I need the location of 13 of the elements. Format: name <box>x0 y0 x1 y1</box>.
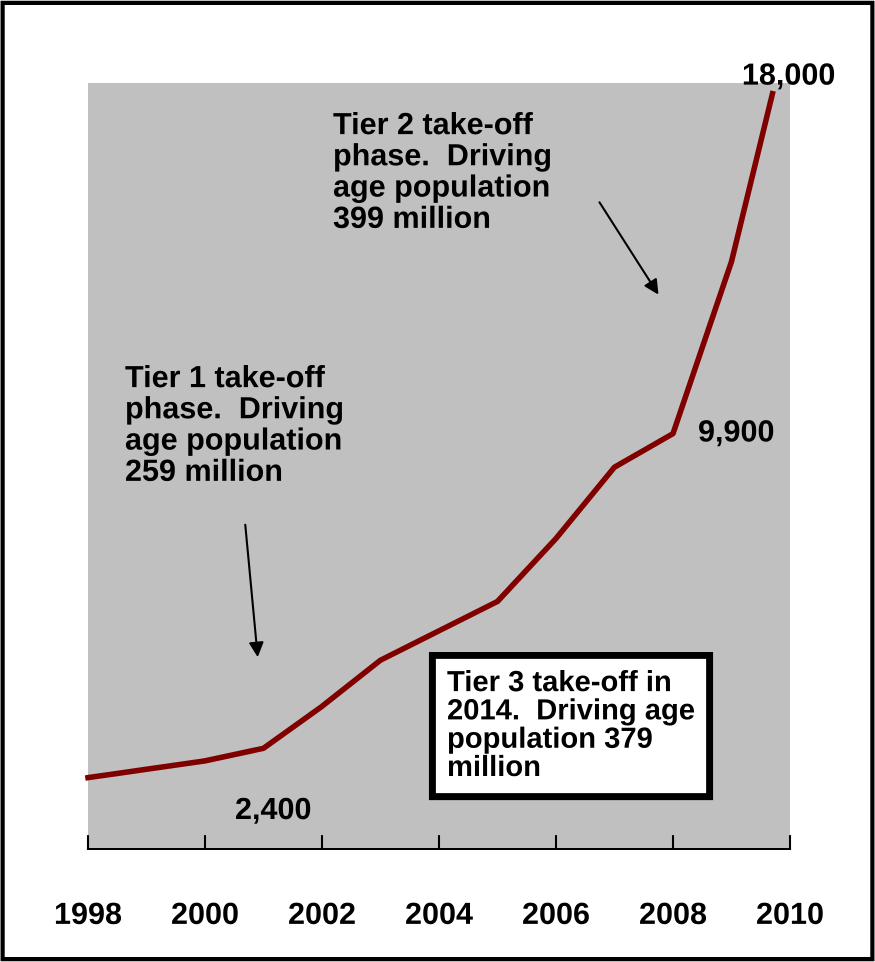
x-tick-label: 1998 <box>56 902 122 924</box>
x-tick-label: 2006 <box>523 902 589 924</box>
x-tick-label: 2008 <box>640 902 706 924</box>
x-tick-label: 2000 <box>172 902 238 924</box>
data-label: 9,900 <box>699 420 774 446</box>
x-tick-label: 2004 <box>406 902 473 924</box>
annotation: Tier 3 take-off in 2014. Driving age population 379 million <box>447 670 694 776</box>
x-tick-label: 2002 <box>289 902 355 924</box>
data-label: 2,400 <box>236 798 310 824</box>
x-tick-label: 2010 <box>757 902 823 924</box>
annotation: Tier 1 take-off phase. Driving age population 259 million <box>125 365 342 482</box>
data-label: 18,000 <box>744 63 834 90</box>
annotation: Tier 2 take-off phase. Driving age population 399 million <box>333 112 550 228</box>
